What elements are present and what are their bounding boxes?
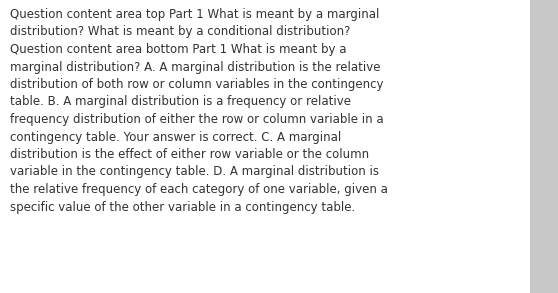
FancyBboxPatch shape — [0, 0, 530, 293]
FancyBboxPatch shape — [530, 0, 558, 293]
Text: Question content area top Part 1 What is meant by a marginal
distribution? What : Question content area top Part 1 What is… — [10, 8, 388, 214]
